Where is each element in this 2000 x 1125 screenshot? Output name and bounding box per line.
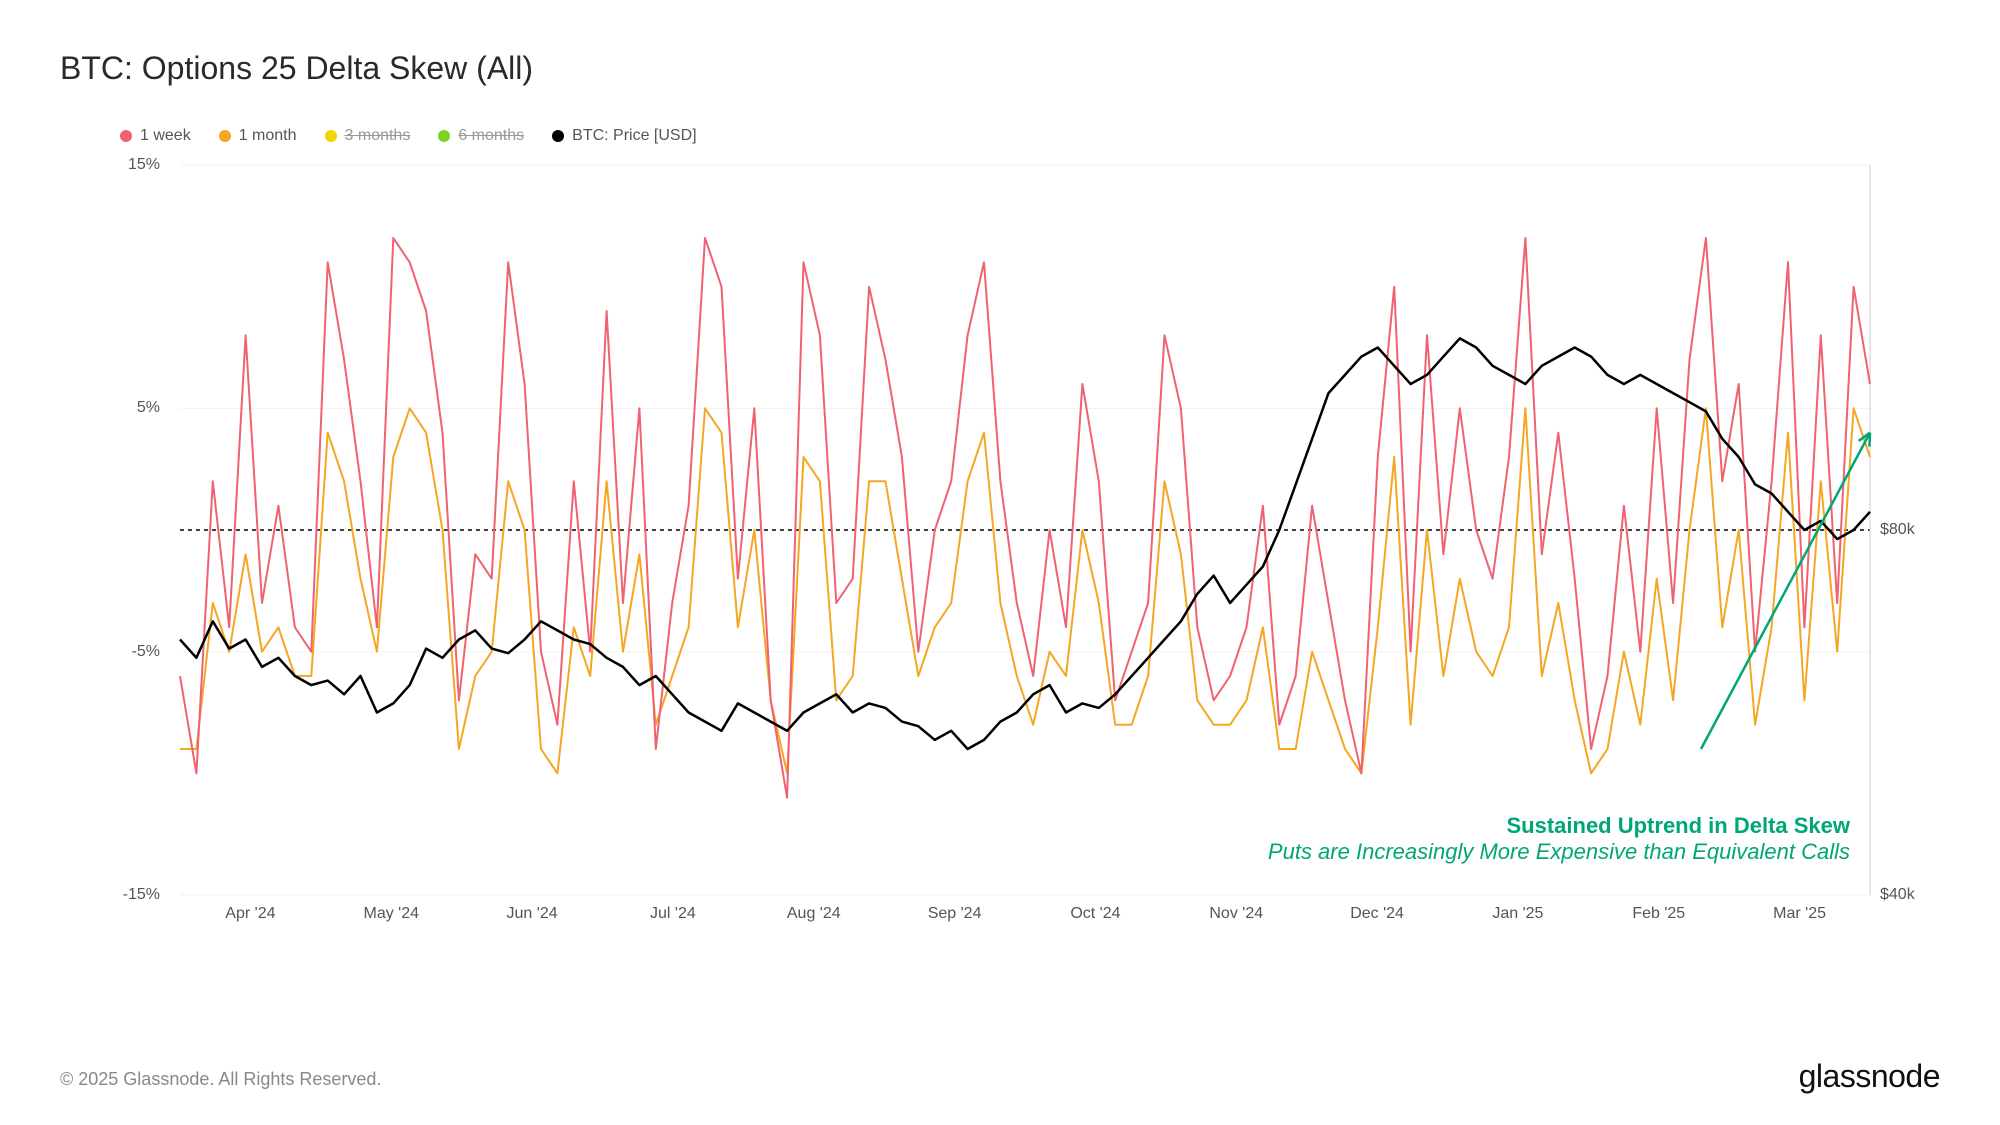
legend-label: 1 month xyxy=(239,127,297,145)
x-axis-label: Jun '24 xyxy=(507,905,558,923)
legend-label: 3 months xyxy=(345,127,411,145)
x-axis-label: Apr '24 xyxy=(225,905,275,923)
annotation-line1: Sustained Uptrend in Delta Skew xyxy=(1268,813,1850,839)
annotation-line2: Puts are Increasingly More Expensive tha… xyxy=(1268,839,1850,865)
legend-item[interactable]: 1 month xyxy=(219,127,297,145)
legend-dot xyxy=(325,130,337,142)
y-axis-left-label: -5% xyxy=(100,643,160,661)
legend-dot xyxy=(120,130,132,142)
x-axis-label: May '24 xyxy=(363,905,419,923)
y-axis-right-label: $40k xyxy=(1880,886,1915,904)
chart-title: BTC: Options 25 Delta Skew (All) xyxy=(60,50,1940,87)
x-axis-label: Nov '24 xyxy=(1209,905,1263,923)
copyright: © 2025 Glassnode. All Rights Reserved. xyxy=(60,1069,381,1090)
x-axis-label: Feb '25 xyxy=(1632,905,1685,923)
y-axis-right-label: $80k xyxy=(1880,521,1915,539)
x-axis-label: Dec '24 xyxy=(1350,905,1404,923)
y-axis-left-label: 15% xyxy=(100,156,160,174)
legend-dot xyxy=(438,130,450,142)
legend-item[interactable]: BTC: Price [USD] xyxy=(552,127,696,145)
legend-item[interactable]: 6 months xyxy=(438,127,524,145)
y-axis-left-label: -15% xyxy=(100,886,160,904)
legend: 1 week 1 month 3 months 6 months BTC: Price … xyxy=(120,127,1940,145)
x-axis-label: Jul '24 xyxy=(650,905,696,923)
x-axis-label: Sep '24 xyxy=(928,905,982,923)
chart-annotation: Sustained Uptrend in Delta Skew Puts are… xyxy=(1268,813,1850,865)
x-axis-label: Oct '24 xyxy=(1070,905,1120,923)
x-axis-label: Mar '25 xyxy=(1773,905,1826,923)
x-axis-label: Jan '25 xyxy=(1492,905,1543,923)
chart-area: Sustained Uptrend in Delta Skew Puts are… xyxy=(60,155,1940,955)
legend-label: BTC: Price [USD] xyxy=(572,127,696,145)
legend-label: 6 months xyxy=(458,127,524,145)
brand-logo: glassnode xyxy=(1799,1058,1940,1095)
x-axis-label: Aug '24 xyxy=(787,905,841,923)
legend-label: 1 week xyxy=(140,127,191,145)
legend-item[interactable]: 3 months xyxy=(325,127,411,145)
legend-dot xyxy=(219,130,231,142)
legend-dot xyxy=(552,130,564,142)
y-axis-left-label: 5% xyxy=(100,399,160,417)
legend-item[interactable]: 1 week xyxy=(120,127,191,145)
